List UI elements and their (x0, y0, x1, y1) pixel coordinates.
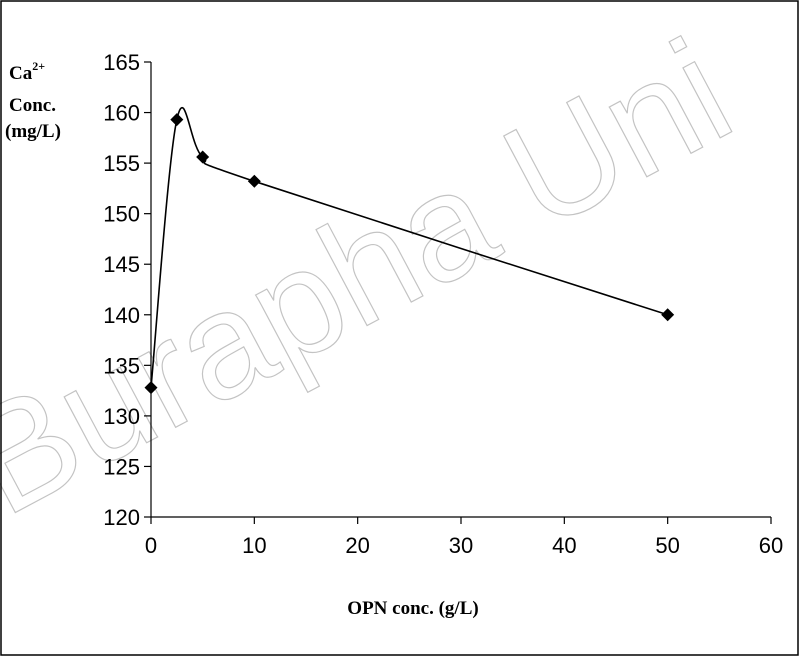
x-tick-label: 30 (449, 533, 473, 558)
data-point-marker (144, 381, 158, 395)
x-tick-label: 10 (242, 533, 266, 558)
data-point-marker (247, 174, 261, 188)
y-tick-label: 135 (103, 353, 140, 378)
x-axis-title: OPN conc. (g/L) (347, 598, 478, 619)
x-tick-label: 0 (145, 533, 157, 558)
y-axis-title-unit: (mg/L) (5, 121, 61, 142)
y-tick-label: 130 (103, 404, 140, 429)
y-tick-label: 150 (103, 202, 140, 227)
plot-area (144, 107, 675, 395)
x-axis-ticks: 0 10 20 30 40 50 60 (145, 517, 783, 558)
y-tick-label: 145 (103, 252, 140, 277)
y-axis-title: Ca2+ Conc. (mg/L) (5, 59, 61, 142)
y-tick-label: 125 (103, 454, 140, 479)
x-tick-label: 20 (345, 533, 369, 558)
y-tick-label: 155 (103, 151, 140, 176)
y-tick-label: 160 (103, 101, 140, 126)
x-tick-label: 50 (655, 533, 679, 558)
x-tick-label: 60 (759, 533, 783, 558)
data-point-marker (170, 113, 184, 127)
y-axis-ticks: 120 125 130 135 140 145 150 155 160 165 (103, 50, 151, 530)
y-tick-label: 140 (103, 303, 140, 328)
y-axis-title-ca: Ca2+ (9, 59, 45, 84)
data-point-marker (661, 308, 675, 322)
y-tick-label: 165 (103, 50, 140, 75)
y-axis-title-conc: Conc. (9, 95, 56, 116)
axes: 0 10 20 30 40 50 60 120 125 130 135 140 145 150 155 16… (103, 50, 783, 558)
y-tick-label: 120 (103, 505, 140, 530)
data-point-marker (196, 150, 210, 164)
x-tick-label: 40 (552, 533, 576, 558)
